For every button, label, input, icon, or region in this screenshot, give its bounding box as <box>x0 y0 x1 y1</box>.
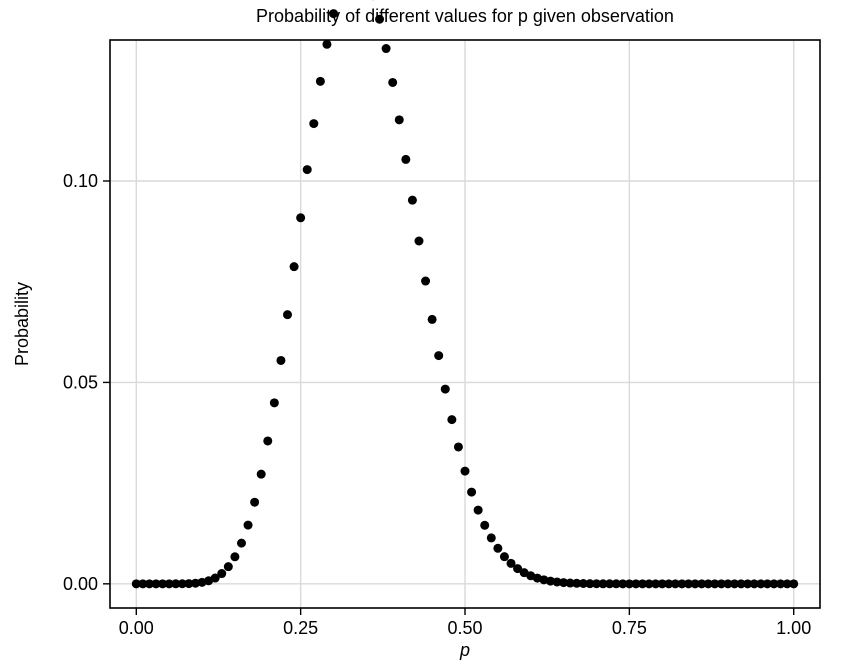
y-tick-label: 0.05 <box>63 372 98 392</box>
data-point <box>421 277 430 286</box>
x-tick-label: 0.75 <box>612 618 647 638</box>
data-point <box>789 579 798 588</box>
data-point <box>461 467 470 476</box>
data-point <box>257 470 266 479</box>
chart-title: Probability of different values for p gi… <box>256 6 674 26</box>
data-point <box>303 165 312 174</box>
chart-svg: 0.00 0.25 0.50 0.75 1.00 0.00 0.05 0.10 Probab… <box>0 0 841 668</box>
chart-container: 0.00 0.25 0.50 0.75 1.00 0.00 0.05 0.10 Probab… <box>0 0 841 668</box>
data-point <box>224 562 233 571</box>
data-point <box>434 351 443 360</box>
data-point <box>467 488 476 497</box>
x-axis-label: p <box>459 640 470 660</box>
data-point <box>283 310 292 319</box>
data-point <box>322 40 331 49</box>
data-point <box>493 544 502 553</box>
data-point <box>290 262 299 271</box>
y-axis-label: Probability <box>12 282 32 366</box>
data-point <box>296 213 305 222</box>
data-point <box>441 385 450 394</box>
data-point <box>401 155 410 164</box>
data-point <box>250 498 259 507</box>
data-point <box>276 356 285 365</box>
data-point <box>487 533 496 542</box>
data-point <box>395 115 404 124</box>
x-tick-label: 0.25 <box>283 618 318 638</box>
data-point <box>388 78 397 87</box>
x-ticks: 0.00 0.25 0.50 0.75 1.00 <box>119 608 811 638</box>
x-tick-label: 0.00 <box>119 618 154 638</box>
data-point <box>270 398 279 407</box>
data-point <box>237 539 246 548</box>
y-tick-label: 0.10 <box>63 171 98 191</box>
data-point <box>230 552 239 561</box>
data-point <box>382 44 391 53</box>
data-point <box>447 415 456 424</box>
data-point <box>428 315 437 324</box>
y-ticks: 0.00 0.05 0.10 <box>63 171 110 594</box>
x-tick-label: 0.50 <box>447 618 482 638</box>
data-point <box>309 119 318 128</box>
data-point <box>480 521 489 530</box>
data-point <box>244 521 253 530</box>
data-point <box>500 552 509 561</box>
data-point <box>414 236 423 245</box>
x-tick-label: 1.00 <box>776 618 811 638</box>
data-point <box>474 506 483 515</box>
data-point <box>316 77 325 86</box>
y-tick-label: 0.00 <box>63 574 98 594</box>
data-point <box>408 196 417 205</box>
data-point <box>263 436 272 445</box>
data-point <box>454 442 463 451</box>
data-point <box>217 569 226 578</box>
